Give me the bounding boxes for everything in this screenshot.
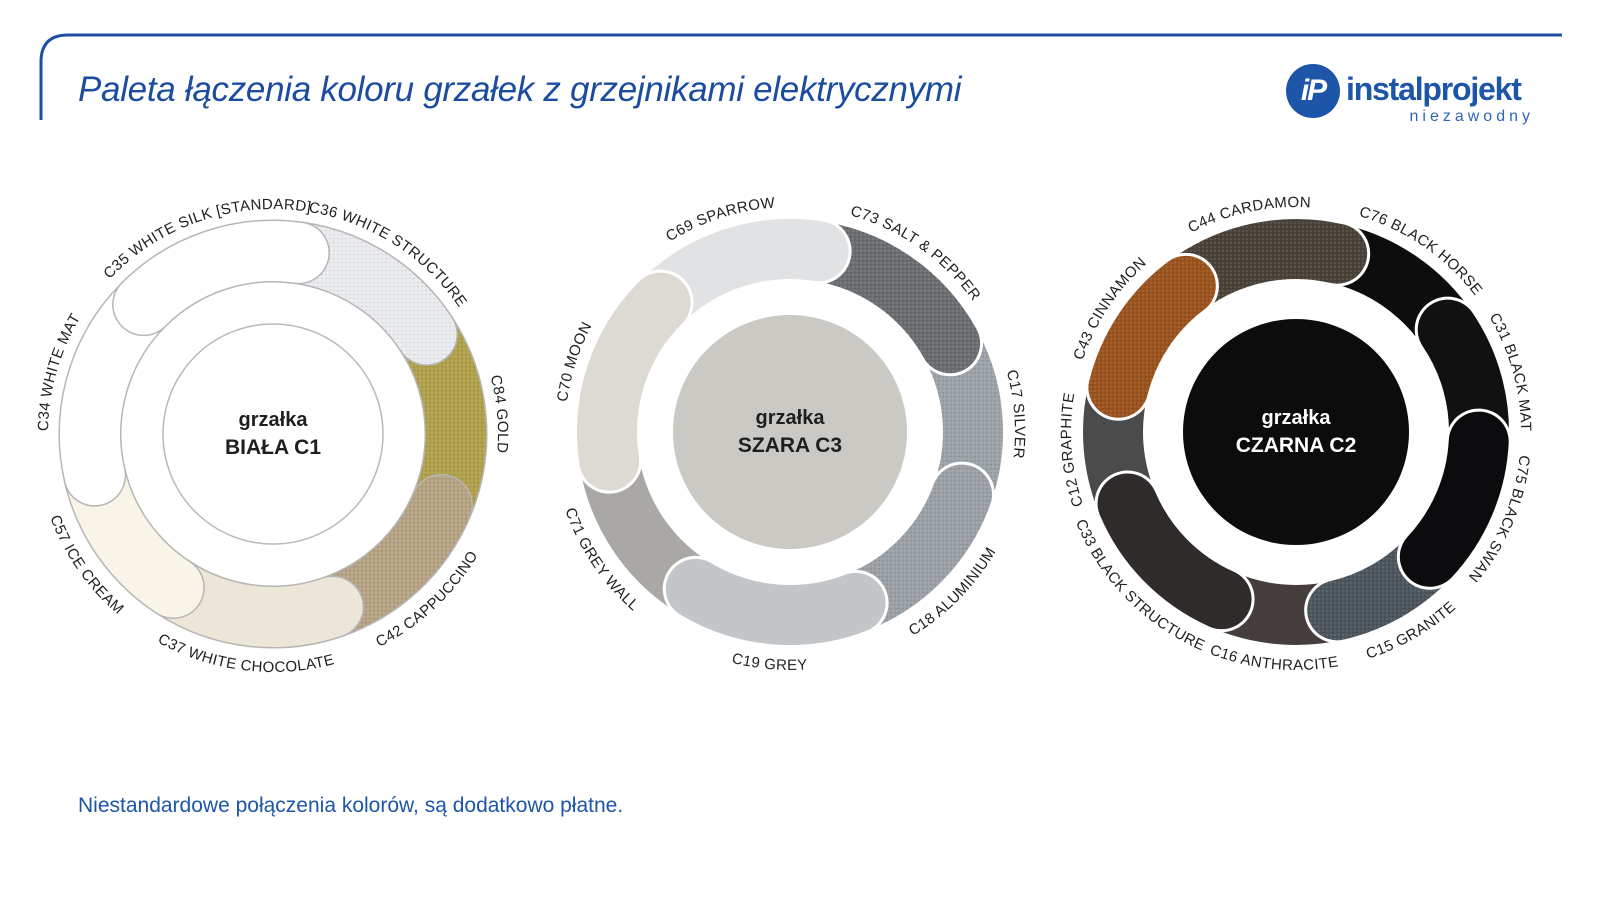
center-circle-grzalka-czarna-c2 [1183,319,1409,545]
ring-grzalka-biala-c1: grzałka BIAŁA C1 C84 GOLD C36 WHITE STRUCTU… [23,184,523,684]
center-circle-grzalka-biala-c1 [162,323,384,545]
segment-label-c17-silver: C17 SILVER [1003,368,1028,460]
segment-c35-white-silk-standard [113,221,329,335]
center-label-line1: grzałka [1262,407,1332,429]
segment-label-c19-grey: C19 GREY [730,650,808,674]
segment-c75-black-swan [1399,411,1509,587]
center-label-line2: CZARNA C2 [1236,434,1357,457]
center-label-line2: BIAŁA C1 [225,436,321,459]
instalprojekt-logo-icon: iP [1286,64,1340,118]
segment-label-c84-gold: C84 GOLD [487,373,511,454]
ring-grzalka-czarna-c2: grzałka CZARNA C2 C76 BLACK HORSE C31 BLACK… [1046,182,1546,682]
logo-tagline: niezawodny [1409,108,1534,125]
center-label-line1: grzałka [239,409,309,431]
page-title: Paleta łączenia koloru grzałek z grzejni… [78,70,962,109]
logo-wordmark: instalprojekt [1346,71,1522,107]
center-label-line2: SZARA C3 [738,434,842,457]
center-label-line1: grzałka [756,407,826,429]
segment-c70-moon [577,272,691,491]
segment-c19-grey [665,558,886,645]
segment-texture-c43-cinnamon [1088,255,1216,418]
segment-c33-black-structure [1097,473,1252,630]
center-circle-grzalka-szara-c3 [673,315,907,549]
ring-grzalka-szara-c3: grzałka SZARA C3 C17 SILVER C73 SALT & PEPP… [540,182,1040,682]
footer-note: Niestandardowe połączenia kolorów, są do… [78,794,624,817]
